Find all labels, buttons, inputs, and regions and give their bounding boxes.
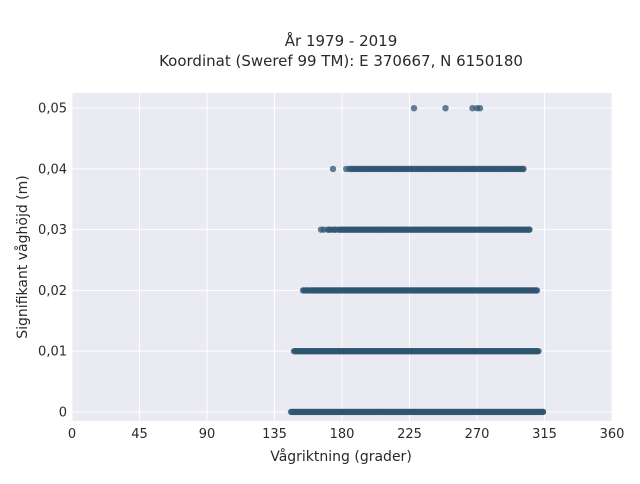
y-tick-label: 0,03 [38,223,67,238]
y-tick-label: 0,05 [38,102,67,117]
x-tick-label: 315 [532,427,557,442]
x-tick-label: 180 [330,427,355,442]
y-tick-label: 0,01 [38,345,67,360]
chart-title: År 1979 - 2019 [285,31,398,50]
y-tick-label: 0,04 [38,162,67,177]
data-point [535,347,542,355]
points-layer [287,104,547,416]
x-tick-label: 90 [199,427,216,442]
y-axis-label: Signifikant våghöjd (m) [14,175,31,338]
x-tick-label: 225 [397,427,422,442]
x-tick-label: 270 [465,427,490,442]
chart-subtitle: Koordinat (Sweref 99 TM): E 370667, N 61… [159,52,523,70]
tick-layer: 0 45 90 135 180 225 270 315 360 0 0,01 0,02 0,03 0,04… [38,102,624,442]
data-point [533,287,541,294]
data-point [526,226,533,233]
x-tick-label: 135 [262,427,287,442]
x-tick-label: 45 [131,427,148,442]
data-point [442,104,449,112]
x-tick-label: 0 [68,427,76,442]
data-point [476,104,484,112]
data-point [329,165,337,173]
data-point [410,104,418,112]
data-point [520,165,527,173]
data-point [469,104,476,112]
y-tick-label: 0 [59,405,67,420]
x-tick-label: 360 [600,427,625,442]
x-axis-label: Vågriktning (grader) [270,448,412,465]
y-tick-label: 0,02 [38,284,67,299]
data-point [539,408,547,416]
